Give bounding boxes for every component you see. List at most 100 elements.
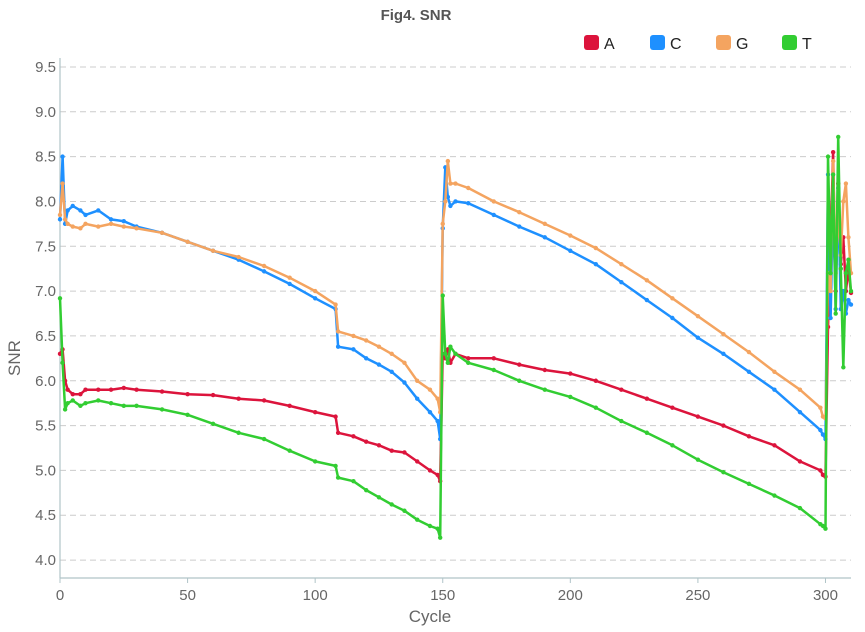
data-point [78,208,83,213]
data-point [210,421,216,426]
data-point [402,360,407,366]
legend-swatch [782,35,797,50]
data-point [644,297,650,303]
legend-swatch [584,35,599,50]
data-point [843,181,849,186]
data-point [335,329,341,334]
legend-label: A [604,36,615,53]
legend-label: C [670,36,682,53]
data-point [846,297,851,303]
data-point [443,351,448,357]
data-point [287,281,292,287]
axes [59,58,851,583]
data-point [121,224,126,229]
legend-item-A[interactable]: A [584,35,615,53]
data-point [695,314,701,319]
data-point [121,403,126,409]
data-point [453,181,458,186]
data-point [415,517,420,522]
legend-swatch [650,35,665,50]
data-point [363,487,369,493]
data-point [134,387,139,392]
x-tick-labels: 0 50 100 150 200 250 300 [56,587,838,604]
data-point [448,203,453,209]
data-point [466,356,471,361]
data-point [83,212,88,218]
data-point [848,288,854,294]
data-point [772,387,777,392]
data-point [65,208,70,213]
data-point [593,378,599,383]
legend-item-T[interactable]: T [782,35,812,53]
data-point [517,378,522,383]
data-point [453,351,458,357]
data-point [427,523,433,529]
y-tick-label: 5.5 [35,418,56,435]
data-point [746,349,752,355]
data-point [517,362,522,367]
series-line [58,135,853,539]
data-point [159,389,165,394]
data-point [335,344,341,349]
data-point [797,387,803,392]
data-point [335,430,341,435]
data-point [838,266,843,271]
x-tick-label: 200 [558,587,583,604]
y-tick-label: 9.0 [35,104,56,121]
data-point [491,212,496,218]
data-point [60,154,65,159]
data-point [261,436,267,442]
data-point [287,275,292,280]
legend-item-G[interactable]: G [716,35,748,53]
data-point [335,475,341,480]
data-point [363,356,369,361]
data-point [333,463,338,469]
series-line [58,155,853,441]
data-point [828,270,833,276]
data-point [376,495,382,500]
y-tick-label: 8.5 [35,149,56,166]
data-point [843,270,849,276]
data-point [466,185,471,191]
data-point [312,409,318,415]
data-point [619,387,624,392]
data-point [568,248,573,253]
data-point [772,369,777,374]
data-point [491,367,496,373]
data-point [491,199,496,204]
data-point [517,224,522,229]
data-point [210,248,216,253]
data-point [402,508,407,513]
data-point [70,398,75,403]
data-point [593,262,599,267]
data-point [60,360,65,366]
data-point [376,362,382,367]
legend-item-C[interactable]: C [650,35,682,53]
data-point [517,210,522,215]
data-point [721,423,726,428]
data-point [542,235,548,240]
data-point [542,387,548,392]
x-tick-label: 250 [685,587,710,604]
data-point [261,263,267,269]
data-point [351,333,356,339]
data-point [670,405,675,410]
data-point [65,400,70,406]
y-tick-label: 4.5 [35,507,56,524]
data-point [466,201,471,206]
data-point [351,347,356,352]
data-point [542,367,548,373]
chart-title: Fig4. SNR [381,7,452,24]
data-point [818,405,823,410]
data-point [376,344,382,349]
data-point [836,134,841,140]
data-point [721,331,726,337]
data-point [619,418,624,424]
y-tick-label: 7.0 [35,283,56,300]
data-point [427,409,433,415]
data-point [185,392,190,397]
data-point [70,224,75,229]
y-tick-label: 5.0 [35,462,56,479]
data-point [108,217,114,222]
